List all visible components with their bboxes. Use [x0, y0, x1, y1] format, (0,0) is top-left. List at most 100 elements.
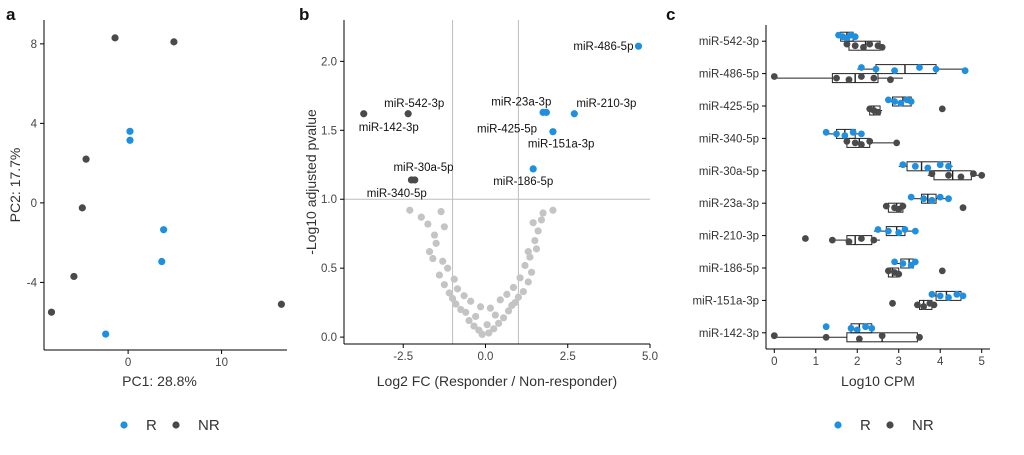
label-mir-151a-3p: miR-151a-3p: [528, 139, 594, 151]
point-nonsignificant: [527, 268, 536, 276]
box-r-point: [884, 96, 892, 104]
point-nonsignificant: [439, 257, 447, 265]
x-axis-title: PC1: 28.8%: [122, 373, 197, 389]
box-r-point: [891, 98, 898, 105]
point-nonsignificant: [406, 206, 414, 214]
box-nr-point: [855, 335, 863, 343]
y-tick-label: miR-340-5p: [699, 133, 759, 145]
box-nr-point: [866, 40, 874, 48]
point-nonsignificant: [491, 311, 499, 319]
x-axis-title: Log2 FC (Responder / Non-responder): [377, 373, 617, 389]
x-tick-label: 3: [896, 356, 902, 368]
point-nonsignificant: [537, 216, 546, 224]
box-r-box: [875, 64, 937, 75]
y-tick-label: 8: [31, 39, 37, 51]
box-r-point: [916, 64, 923, 71]
box-nr-point: [914, 301, 921, 309]
box-group-mir-425-5p: [866, 96, 946, 116]
point-nonsignificant: [532, 245, 541, 253]
label-mir-30a-5p: miR-30a-5p: [393, 162, 453, 174]
point-nonsignificant: [521, 261, 529, 270]
point-nr: [111, 34, 119, 42]
y-tick-label: 0.5: [321, 263, 337, 275]
box-nr-point: [920, 303, 928, 310]
box-r-point: [928, 196, 936, 204]
point-nonsignificant: [452, 300, 460, 308]
point-nonsignificant: [495, 319, 503, 327]
box-r-point: [874, 226, 882, 233]
point-nonsignificant: [496, 296, 504, 304]
point-mir-210-3p: [570, 110, 578, 118]
box-r-point: [851, 33, 859, 41]
point-r: [126, 136, 134, 144]
x-axis-title: Log10 CPM: [841, 373, 915, 389]
y-tick-label: miR-23a-3p: [699, 198, 759, 210]
box-nr-point: [843, 137, 851, 145]
box-nr-point: [959, 204, 967, 212]
point-mir-340-5p: [411, 176, 419, 184]
box-nr-point: [802, 235, 809, 242]
y-tick-label: 0: [31, 198, 37, 210]
label-mir-186-5p: miR-186-5p: [493, 176, 553, 188]
point-nonsignificant: [514, 293, 522, 301]
point-nonsignificant: [467, 297, 475, 305]
label-mir-425-5p: miR-425-5p: [477, 123, 537, 135]
panel-letter-b: b: [299, 5, 309, 24]
box-r-point: [858, 130, 865, 138]
box-group-mir-30a-5p: [898, 161, 986, 181]
x-tick-label: 5: [979, 356, 985, 368]
box-nr-point: [845, 76, 853, 84]
box-nr-point: [828, 236, 836, 244]
box-r-point: [901, 226, 909, 233]
x-tick-label: 2: [854, 356, 860, 368]
x-tick-label: 10: [215, 357, 228, 369]
y-tick-label: miR-186-5p: [699, 263, 759, 275]
box-r-point: [945, 162, 952, 170]
panel-letter-a: a: [6, 5, 16, 24]
box-nr-point: [899, 202, 907, 210]
box-r-point: [822, 323, 830, 331]
box-nr-point: [930, 301, 938, 309]
box-nr-point: [938, 267, 946, 275]
point-nr: [277, 300, 285, 308]
box-group-mir-142-3p: [770, 323, 923, 343]
box-nr-point: [858, 235, 865, 242]
label-mir-340-5p: miR-340-5p: [367, 188, 427, 200]
point-nonsignificant: [460, 292, 468, 300]
box-r-point: [872, 65, 880, 73]
point-nonsignificant: [457, 305, 465, 314]
box-r-point: [911, 227, 919, 235]
point-nonsignificant: [539, 209, 547, 217]
box-r-point: [959, 292, 967, 300]
point-nonsignificant: [524, 248, 532, 256]
box-nr-point: [970, 170, 977, 178]
point-nonsignificant: [531, 236, 539, 245]
y-tick-label: 1.5: [321, 125, 337, 137]
legend-swatch-r: [120, 421, 128, 429]
legend-a: R NR: [120, 417, 220, 434]
point-r: [160, 226, 168, 234]
legend-swatch-nr: [172, 421, 180, 429]
point-mir-142-3p: [360, 110, 368, 118]
box-r-point: [953, 290, 961, 298]
point-nonsignificant: [424, 220, 432, 228]
box-nr-point: [770, 332, 778, 340]
box-group-mir-151a-3p: [889, 290, 967, 310]
box-nr-point: [957, 173, 965, 181]
y-axis-title: -Log10 adjusted pvalue: [303, 109, 319, 255]
box-nr-point: [845, 238, 853, 246]
box-r-point: [847, 324, 855, 332]
box-nr-point: [843, 40, 851, 48]
box-r-point: [936, 161, 944, 169]
point-nonsignificant: [503, 290, 511, 298]
point-nonsignificant: [429, 254, 437, 263]
point-nonsignificant: [445, 289, 453, 297]
point-nonsignificant: [516, 274, 524, 282]
box-r-point: [936, 292, 944, 300]
box-nr-point: [874, 108, 882, 116]
panel-b-volcano-plot: b 0.0 0.5 1.0 1.5 2.0 -2.5 0.0 2.5 5.0 Log2 FC (Re…: [299, 5, 658, 389]
y-tick-label: miR-142-3p: [699, 328, 759, 340]
point-nonsignificant: [450, 275, 458, 283]
box-r-point: [833, 130, 840, 138]
box-nr-point: [870, 236, 878, 244]
